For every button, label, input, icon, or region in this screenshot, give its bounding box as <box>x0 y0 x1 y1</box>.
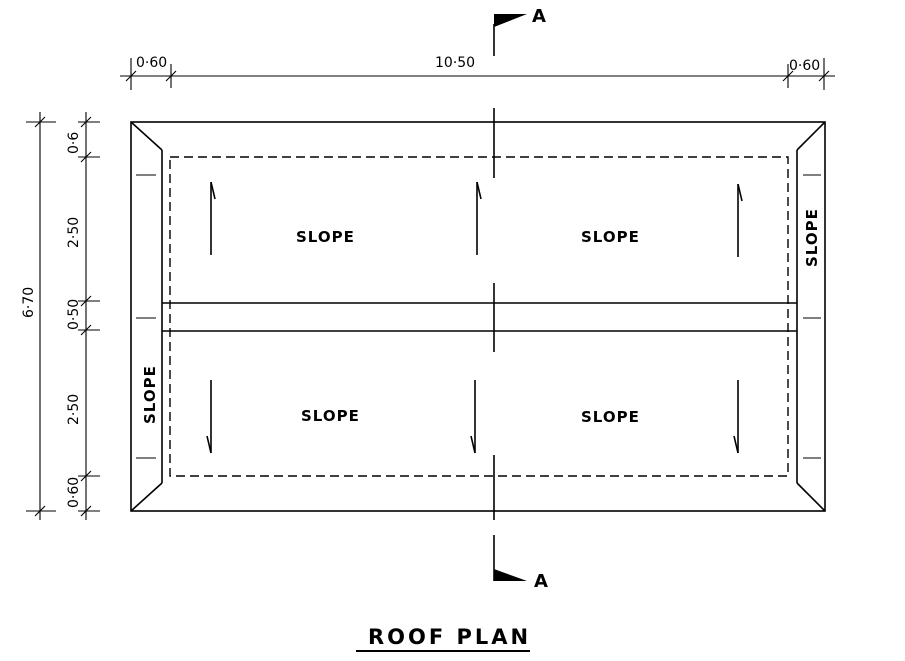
arrow-down-icon <box>470 435 476 454</box>
dim-right-overhang: 0·60 <box>789 58 820 74</box>
left-dimension: 6·70 0·6 2·50 0·50 2·50 0·60 <box>21 112 100 520</box>
arrow-up-icon <box>737 183 743 202</box>
top-dimension: 0·60 10·50 0·60 <box>120 55 835 90</box>
dim-lower-bay: 2·50 <box>66 394 82 425</box>
section-flag-top-icon <box>494 14 527 27</box>
section-label-top: A <box>532 6 546 27</box>
arrow-down-icon <box>206 435 212 454</box>
wall-line-dashed <box>169 156 789 477</box>
arrow-up-icon <box>476 181 482 200</box>
dim-ridge: 0·50 <box>66 299 82 330</box>
drawing-title: ROOF PLAN <box>356 625 531 652</box>
dim-bottom-overhang: 0·60 <box>66 477 82 508</box>
slope-arrows <box>206 181 743 454</box>
arrow-down-icon <box>733 435 739 454</box>
slope-labels: SLOPE SLOPE SLOPE SLOPE SLOPE SLOPE <box>141 208 821 426</box>
dim-span: 10·50 <box>435 55 475 71</box>
slope-label-left-hip: SLOPE <box>141 365 159 424</box>
dim-left-overhang: 0·60 <box>136 55 167 71</box>
slope-label-upper-left: SLOPE <box>296 228 355 246</box>
dim-total-depth: 6·70 <box>21 287 37 318</box>
title-text: ROOF PLAN <box>368 625 531 649</box>
section-line-a: A A <box>493 6 548 592</box>
section-flag-bottom-icon <box>494 569 527 581</box>
roof-outline <box>130 121 826 512</box>
slope-label-upper-right: SLOPE <box>581 228 640 246</box>
slope-label-lower-right: SLOPE <box>581 408 640 426</box>
dim-upper-bay: 2·50 <box>66 217 82 248</box>
dim-top-overhang: 0·6 <box>66 132 82 154</box>
slope-label-right-hip: SLOPE <box>803 208 821 267</box>
arrow-up-icon <box>210 181 216 200</box>
section-label-bottom: A <box>534 571 548 592</box>
slope-label-lower-left: SLOPE <box>301 407 360 425</box>
